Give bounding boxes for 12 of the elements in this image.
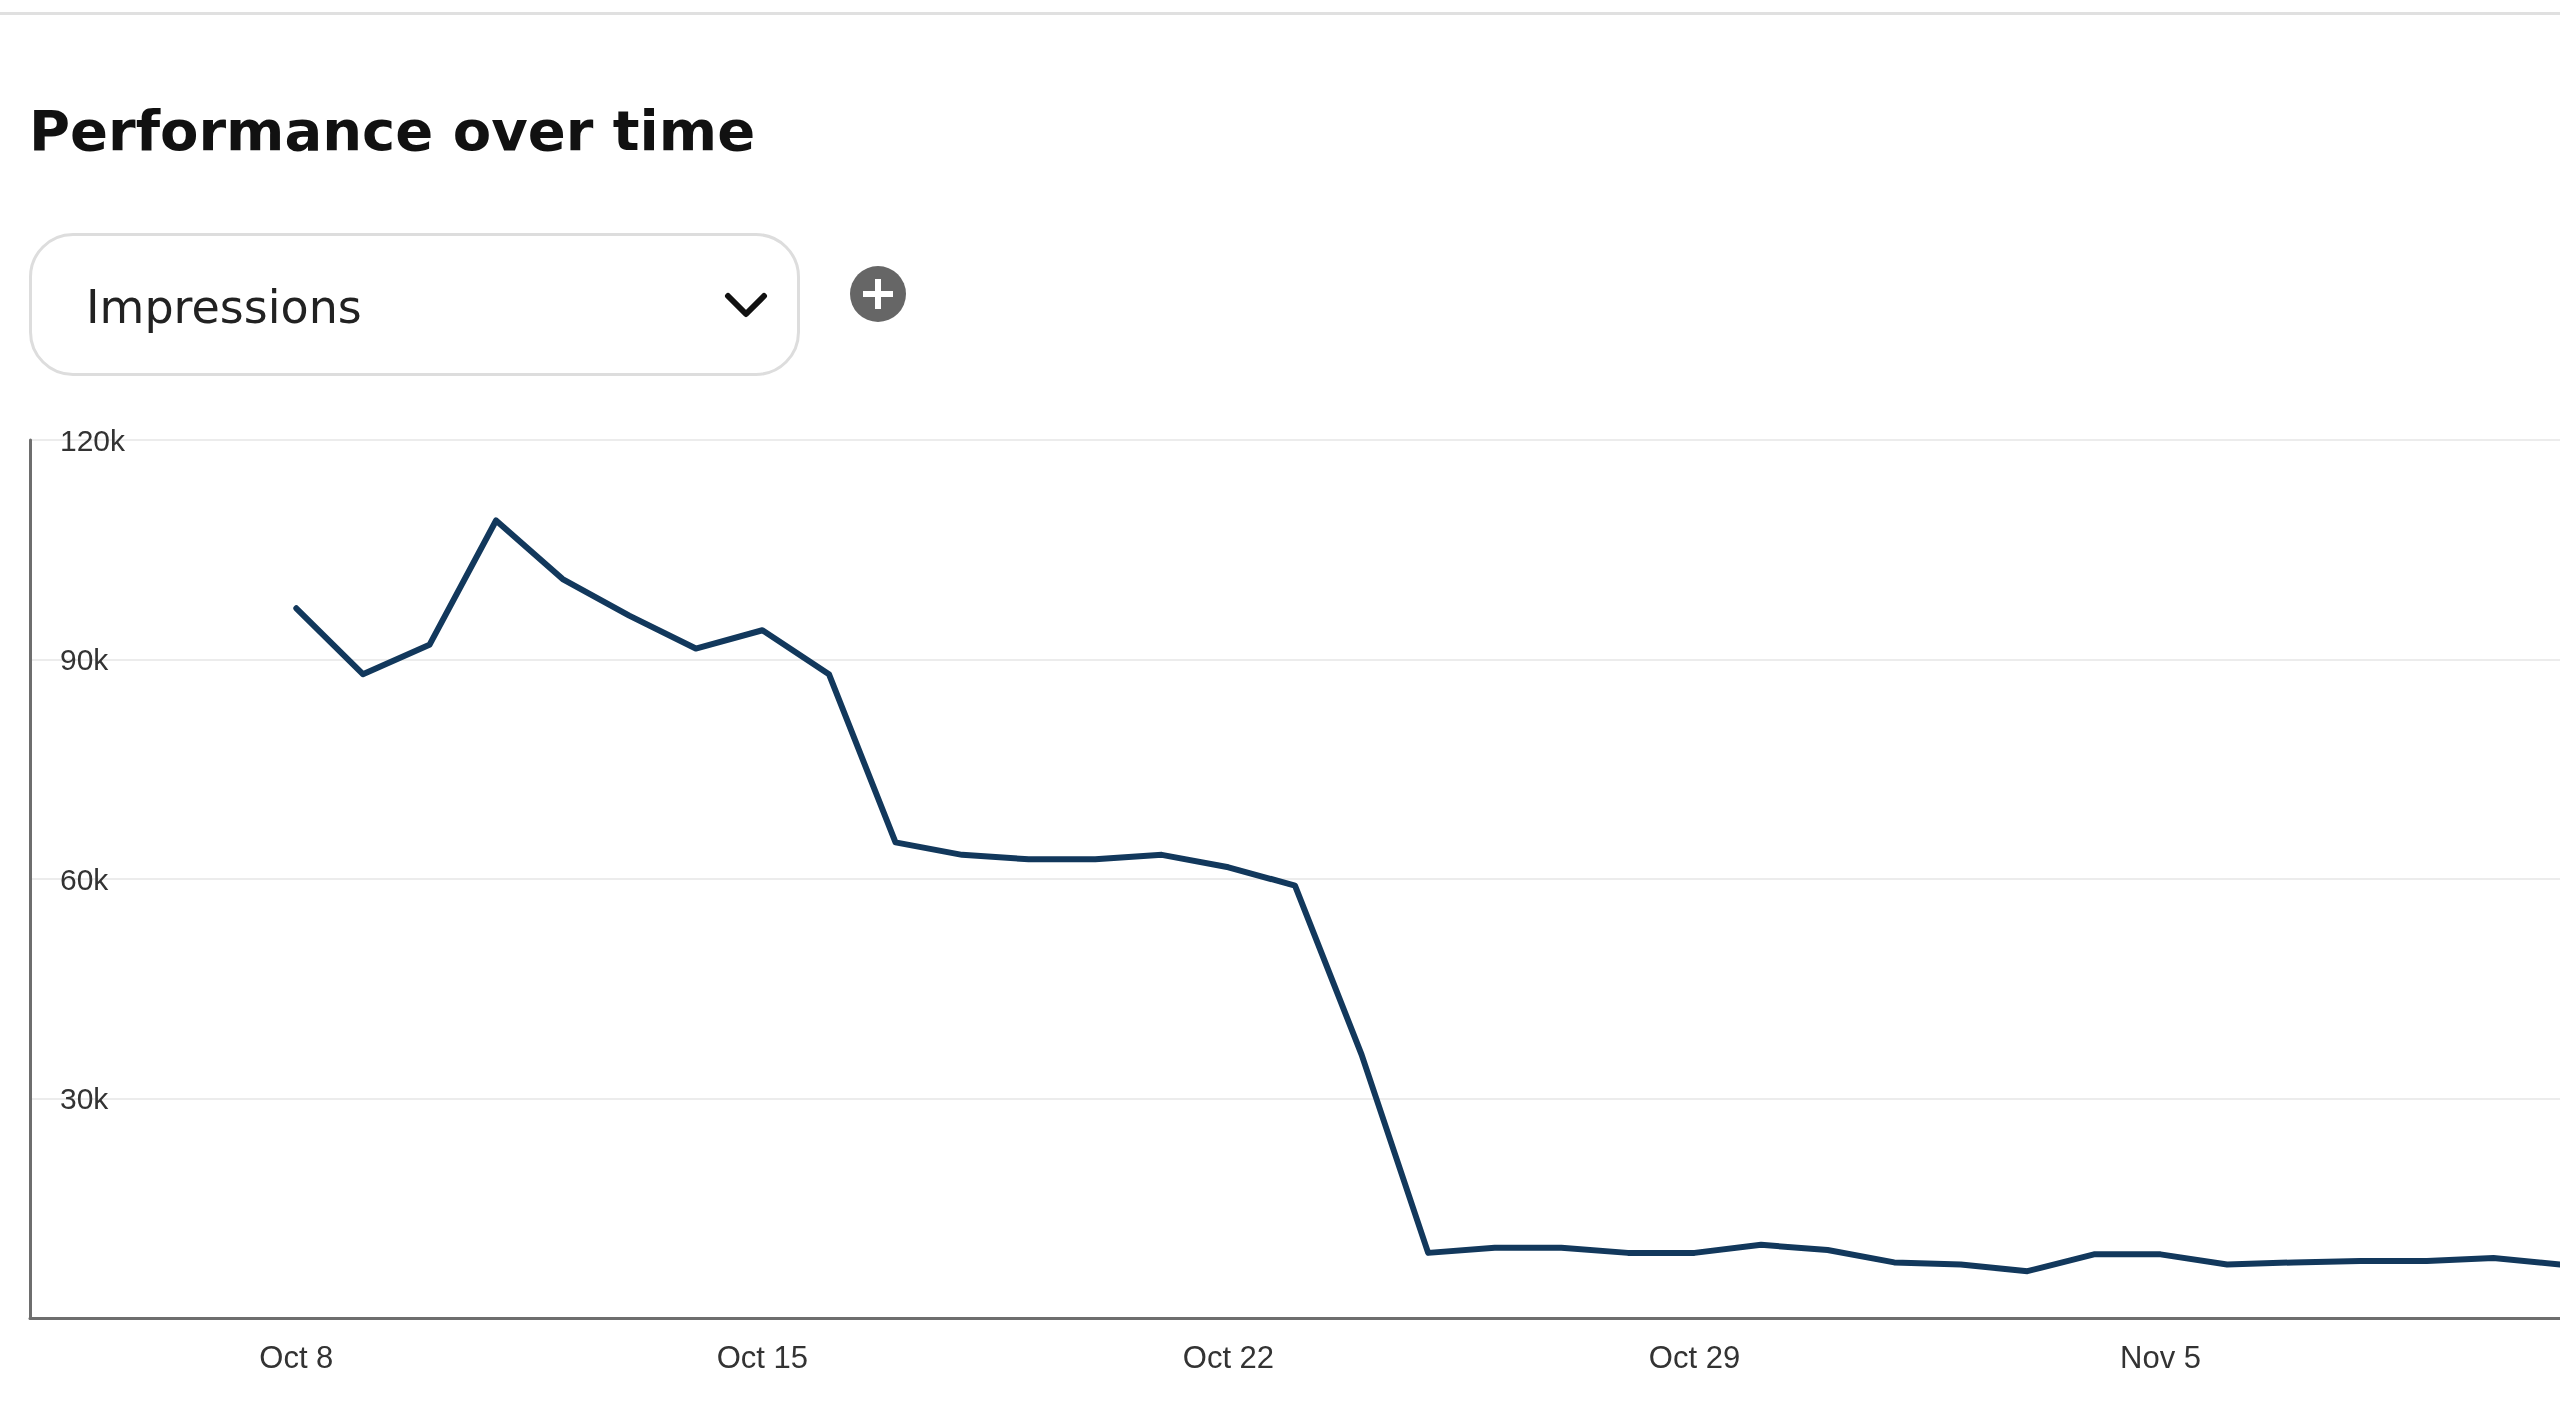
x-tick-label: Oct 15 xyxy=(716,1340,809,1375)
y-tick-label: 60k xyxy=(60,862,110,896)
x-tick-label: Oct 22 xyxy=(1182,1340,1275,1375)
y-tick-label: 120k xyxy=(60,423,127,457)
dropdown-field: Impressions xyxy=(29,233,800,376)
chart-title: Performance over time xyxy=(29,98,756,163)
x-tick-label: Nov 5 xyxy=(2120,1340,2202,1375)
y-axis-title: Impressions xyxy=(86,280,362,334)
x-tick-label: Oct 8 xyxy=(259,1340,334,1375)
y-tick-label: 30k xyxy=(60,1082,110,1115)
x-tick-label: Oct 29 xyxy=(1648,1340,1741,1375)
y-tick-label: 90k xyxy=(60,643,110,676)
